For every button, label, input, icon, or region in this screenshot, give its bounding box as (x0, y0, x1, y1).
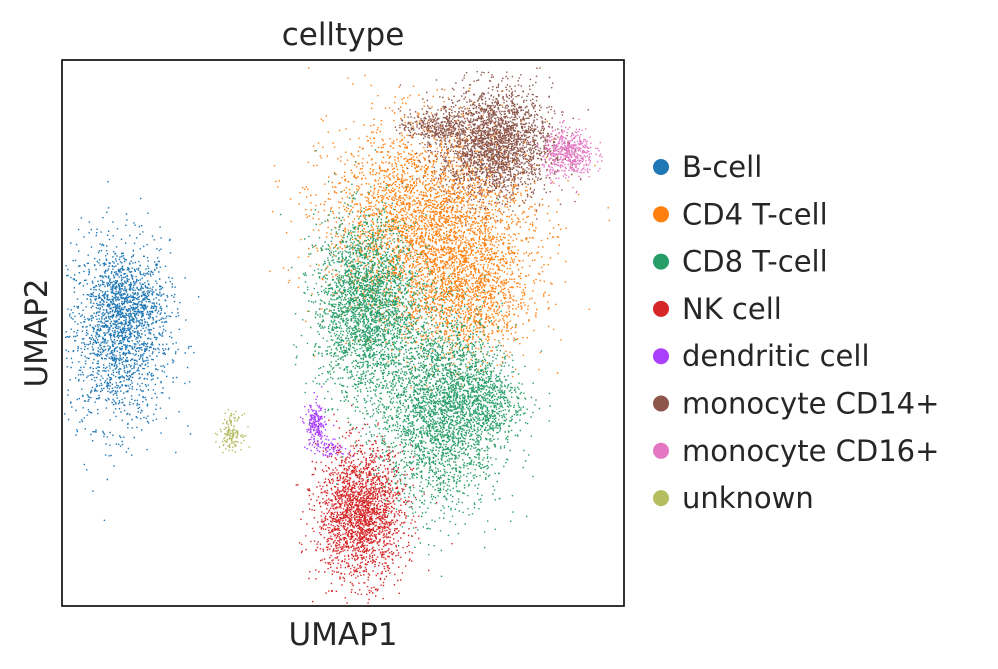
legend-marker (653, 159, 669, 175)
point-cluster-1-1 (364, 154, 562, 387)
chart-title: celltype (282, 17, 405, 53)
legend-label: monocyte CD14+ (682, 387, 939, 421)
point-cluster-3-0 (295, 404, 453, 604)
legend-item: CD8 T-cell (653, 245, 828, 279)
x-axis-label: UMAP1 (288, 617, 397, 653)
series-points-1 (269, 67, 610, 392)
legend-label: B-cell (682, 150, 762, 184)
point-cluster-4-0 (299, 386, 335, 455)
legend-marker (653, 300, 669, 317)
series-points-3 (295, 404, 453, 604)
legend-item: CD4 T-cell (653, 197, 828, 231)
series-points-0 (64, 181, 200, 521)
point-cluster-5-0 (399, 67, 589, 226)
legend-label: CD4 T-cell (682, 197, 828, 231)
point-cluster-6-0 (529, 111, 603, 194)
legend-marker (653, 442, 669, 459)
point-cluster-7-0 (214, 409, 250, 454)
y-axis-label: UMAP2 (19, 278, 55, 387)
legend-item: unknown (653, 481, 814, 515)
series-points-2 (279, 149, 551, 577)
legend-marker (653, 206, 669, 223)
legend-item: monocyte CD16+ (653, 434, 939, 468)
series-points-5 (394, 67, 589, 226)
legend: B-cell CD4 T-cell CD8 T-cell NK cell dendrit… (653, 150, 939, 515)
legend-item: B-cell (653, 150, 762, 184)
series-points-6 (529, 111, 603, 194)
legend-marker (653, 395, 669, 412)
legend-label: NK cell (682, 292, 782, 326)
legend-label: CD8 T-cell (682, 245, 828, 279)
scatter-points (64, 67, 610, 604)
point-cluster-2-0 (279, 149, 476, 453)
legend-label: monocyte CD16+ (682, 434, 939, 468)
legend-marker (653, 490, 669, 507)
plot-frame (61, 59, 625, 607)
legend-label: unknown (682, 481, 814, 515)
point-cluster-0-1 (72, 232, 187, 360)
series-points-4 (299, 386, 354, 457)
legend-marker (653, 348, 669, 365)
legend-label: dendritic cell (682, 339, 870, 373)
legend-item: monocyte CD14+ (653, 387, 939, 421)
point-cluster-1-0 (269, 67, 610, 392)
legend-item: NK cell (653, 292, 782, 326)
series-points-7 (214, 409, 250, 454)
legend-item: dendritic cell (653, 339, 870, 373)
point-cluster-0-0 (64, 181, 200, 521)
legend-marker (653, 253, 669, 270)
